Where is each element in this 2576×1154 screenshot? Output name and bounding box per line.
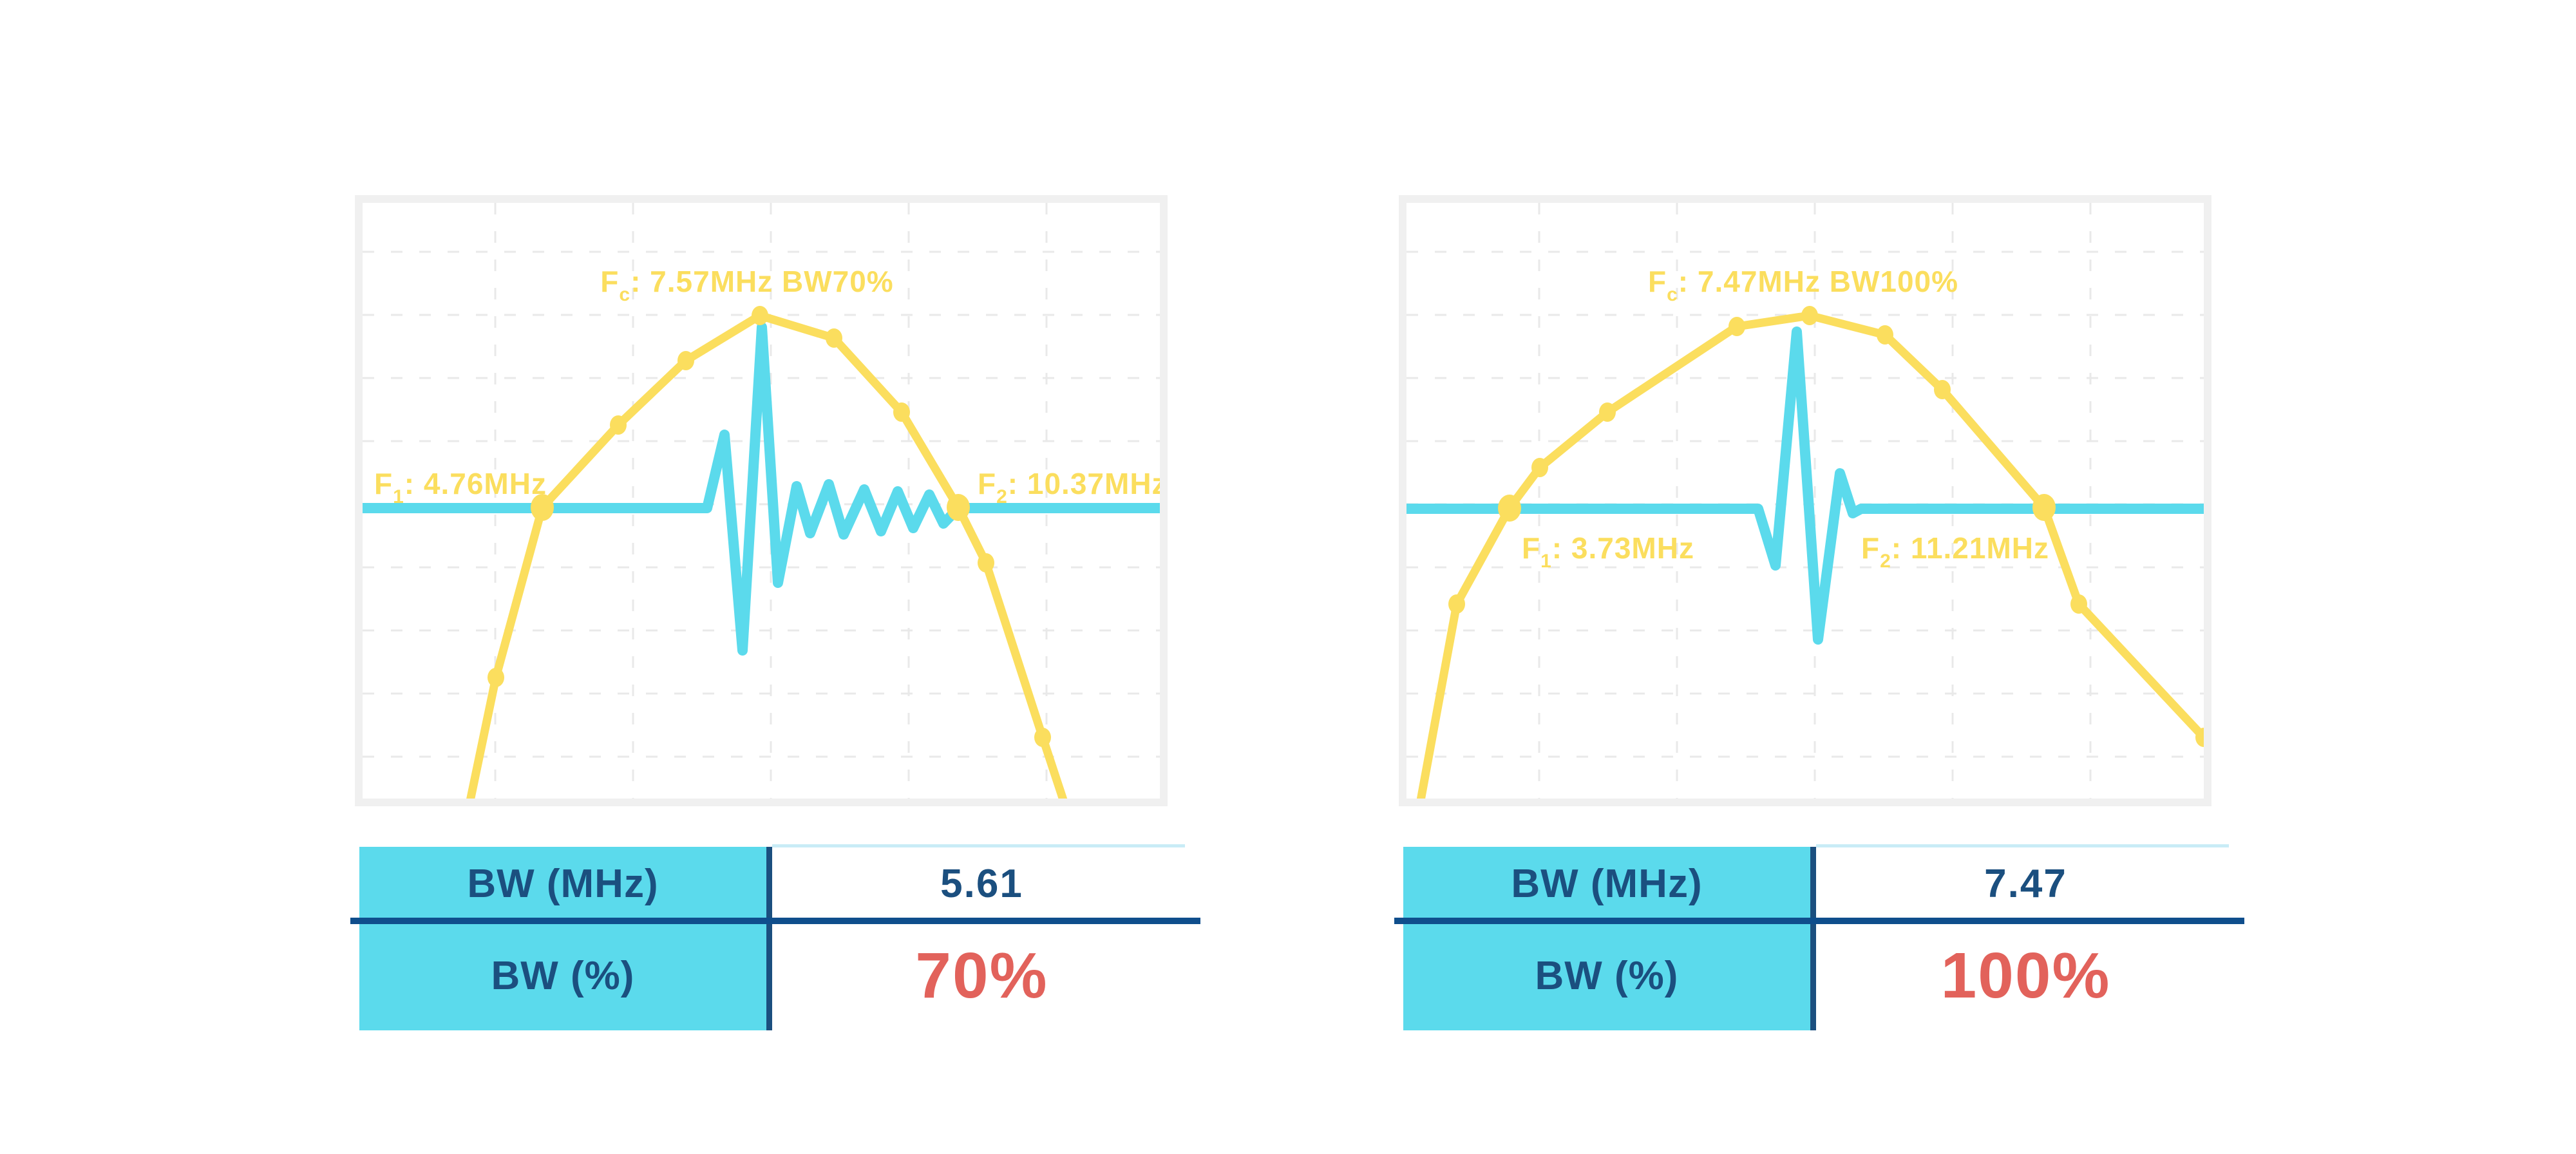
table-label-cell: BW (%) bbox=[359, 921, 766, 1030]
table-value-cell: 70% bbox=[772, 921, 1191, 1030]
spectrum-marker bbox=[1934, 380, 1951, 399]
spectrum-marker bbox=[978, 553, 994, 572]
f1-label: F1: 4.76MHz bbox=[374, 467, 547, 507]
bw-table-left: BW (MHz) 5.61 BW (%) 70% bbox=[350, 844, 1200, 1030]
table-top-accent-line bbox=[772, 844, 1185, 847]
bandwidth-edge-marker bbox=[1498, 495, 1521, 522]
table-value-cell: 5.61 bbox=[772, 847, 1191, 921]
table-row-divider bbox=[350, 918, 1200, 924]
fc-label: Fc: 7.47MHz BW100% bbox=[1648, 265, 1958, 305]
spectrum-marker bbox=[752, 306, 768, 325]
spectrum-marker bbox=[1034, 728, 1051, 747]
table-column-divider bbox=[1810, 847, 1816, 1030]
pulse-waveform bbox=[363, 322, 1160, 656]
spectrum-marker bbox=[1448, 594, 1465, 614]
spectrum-marker bbox=[488, 668, 504, 687]
spectrum-marker bbox=[1531, 458, 1548, 477]
table-value-cell: 7.47 bbox=[1816, 847, 2235, 921]
chart-canvas: Fc: 7.47MHz BW100% F1: 3.73MHz F2: 11.21MH… bbox=[1406, 203, 2204, 799]
bw-mhz-value: 7.47 bbox=[1984, 862, 2067, 906]
bw-percent-value: 100% bbox=[1940, 939, 2111, 1012]
spectrum-marker bbox=[1599, 402, 1616, 422]
bw-percent-value: 70% bbox=[915, 939, 1048, 1012]
chart-panel-right: Fc: 7.47MHz BW100% F1: 3.73MHz F2: 11.21MH… bbox=[1399, 195, 2211, 806]
chart-canvas: Fc: 7.57MHz BW70% F1: 4.76MHz F2: 10.37MHz bbox=[363, 203, 1160, 799]
fc-label: Fc: 7.57MHz BW70% bbox=[600, 265, 893, 305]
table-label-cell: BW (MHz) bbox=[359, 847, 766, 921]
table-label-cell: BW (MHz) bbox=[1403, 847, 1810, 921]
f1-label: F1: 3.73MHz bbox=[1522, 531, 1694, 572]
spectrum-marker bbox=[1877, 325, 1893, 345]
spectrum-marker bbox=[1801, 306, 1818, 325]
spectrum-marker bbox=[2070, 594, 2087, 614]
spectrum-marker bbox=[893, 402, 910, 422]
f2-label: F2: 10.37MHz bbox=[978, 467, 1160, 507]
spectrum-marker bbox=[610, 415, 627, 435]
table-column-divider bbox=[766, 847, 772, 1030]
bandwidth-edge-marker bbox=[947, 494, 970, 521]
spectrum-marker bbox=[1728, 317, 1745, 336]
table-label-cell: BW (%) bbox=[1403, 921, 1810, 1030]
f2-label: F2: 11.21MHz bbox=[1861, 531, 2049, 572]
table-row-divider bbox=[1394, 918, 2244, 924]
pulse-waveform bbox=[1406, 326, 2204, 645]
bw-table-right: BW (MHz) 7.47 BW (%) 100% bbox=[1394, 844, 2244, 1030]
bw-mhz-value: 5.61 bbox=[940, 862, 1023, 906]
spectrum-marker bbox=[677, 351, 694, 370]
bandwidth-edge-marker bbox=[531, 494, 554, 521]
table-value-cell: 100% bbox=[1816, 921, 2235, 1030]
spectrum-curve bbox=[1416, 311, 2204, 799]
spectrum-marker bbox=[826, 328, 842, 348]
spectrum-curve bbox=[466, 311, 1068, 799]
chart-panel-left: Fc: 7.57MHz BW70% F1: 4.76MHz F2: 10.37MHz bbox=[355, 195, 1168, 806]
spectrum-marker bbox=[2195, 728, 2204, 747]
bandwidth-edge-marker bbox=[2032, 494, 2056, 521]
table-top-accent-line bbox=[1816, 844, 2229, 847]
